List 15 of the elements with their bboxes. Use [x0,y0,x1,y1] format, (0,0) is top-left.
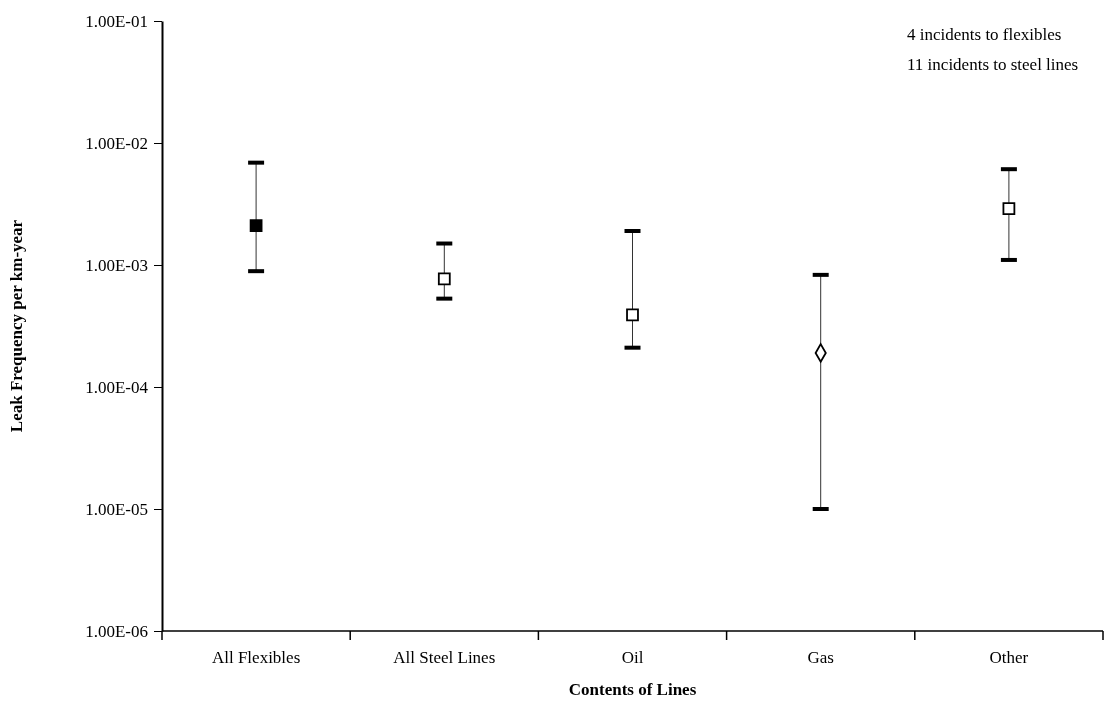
y-tick-label: 1.00E-02 [85,133,148,153]
x-tick-label: All Steel Lines [393,648,496,667]
x-tick-label: Oil [621,648,644,667]
annotation: 4 incidents to flexibles [907,25,1062,44]
y-tick-label: 1.00E-01 [85,11,148,31]
y-axis-title: Leak Frequency per km-year [7,219,26,433]
y-tick-label: 1.00E-04 [85,377,149,397]
y-tick-label: 1.00E-06 [85,621,148,641]
x-tick-label: All Flexibles [211,648,301,667]
y-tick-label: 1.00E-05 [85,499,148,519]
y-tick-label: 1.00E-03 [85,255,148,275]
x-tick-label: Other [989,648,1029,667]
annotation: 11 incidents to steel lines [907,55,1079,74]
x-tick-label: Gas [807,648,834,667]
x-axis-title: Contents of Lines [568,680,697,699]
